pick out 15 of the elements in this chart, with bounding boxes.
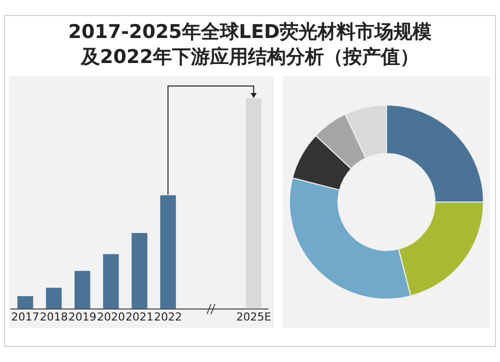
x-tick-label: 2017: [11, 310, 40, 324]
bar: [46, 288, 62, 309]
x-tick-label: 2022: [154, 310, 182, 324]
bar: [246, 98, 262, 309]
x-tick-label: 2020: [96, 310, 125, 324]
x-tick-label: 2025E: [236, 310, 272, 324]
bar: [160, 195, 176, 309]
bar: [103, 254, 119, 309]
bar: [17, 296, 34, 309]
x-tick-label: 2021: [126, 310, 154, 324]
bar: [74, 270, 90, 309]
bar: [132, 233, 148, 309]
x-tick-label: 2018: [40, 310, 68, 324]
x-tick-label: 2019: [68, 310, 96, 324]
chart-title: 2017-2025年全球LED荧光材料市场规模及2022年下游应用结构分析（按产值）: [67, 20, 433, 70]
